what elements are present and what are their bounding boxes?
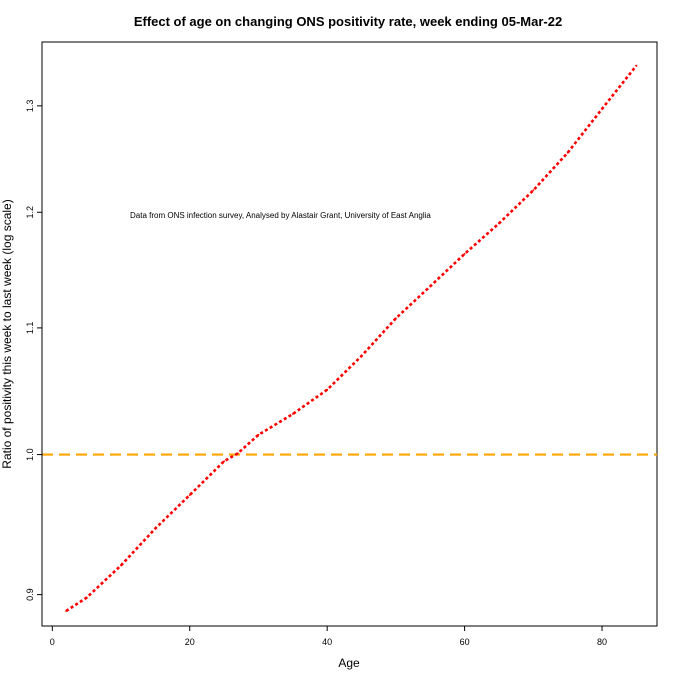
- series-point: [85, 596, 88, 599]
- series-point: [498, 222, 500, 225]
- x-axis: 0 20 40 60 80: [50, 625, 607, 647]
- series-point: [154, 527, 157, 530]
- series-point: [566, 151, 569, 154]
- series-group: [65, 64, 638, 613]
- y-tick-label: 1.3: [25, 100, 35, 113]
- series-point: [394, 317, 397, 320]
- series-point: [463, 252, 466, 255]
- annotation-text: Data from ONS infection survey, Analysed…: [130, 211, 431, 220]
- x-tick-label: 80: [597, 637, 607, 647]
- x-tick-label: 0: [50, 637, 55, 647]
- series-line: [65, 64, 638, 613]
- plot-frame: [41, 41, 658, 627]
- y-tick-label: 1.0: [25, 448, 35, 461]
- y-axis: 0.9 1.0 1.1 1.2 1.3: [25, 100, 43, 601]
- y-tick-label: 1.2: [25, 206, 35, 219]
- series-point: [120, 564, 122, 567]
- series-point: [635, 64, 638, 67]
- series-point: [223, 460, 225, 463]
- y-axis-label: Ratio of positivity this week to last we…: [0, 199, 14, 468]
- series-point: [429, 285, 432, 288]
- x-tick-label: 40: [322, 637, 332, 647]
- series-point: [257, 433, 260, 436]
- y-tick-label: 1.1: [25, 322, 35, 335]
- y-tick-label: 0.9: [25, 588, 35, 601]
- x-tick-label: 60: [460, 637, 470, 647]
- series-point: [65, 610, 67, 612]
- series-point: [188, 494, 191, 496]
- x-tick-label: 20: [185, 637, 195, 647]
- series-point: [236, 452, 239, 455]
- chart-title: Effect of age on changing ONS positivity…: [134, 14, 562, 29]
- series-point: [601, 108, 603, 110]
- series-point: [532, 189, 535, 192]
- x-axis-label: Age: [338, 656, 360, 670]
- series-point: [360, 355, 363, 357]
- series-point: [326, 388, 329, 391]
- series-point: [291, 413, 294, 415]
